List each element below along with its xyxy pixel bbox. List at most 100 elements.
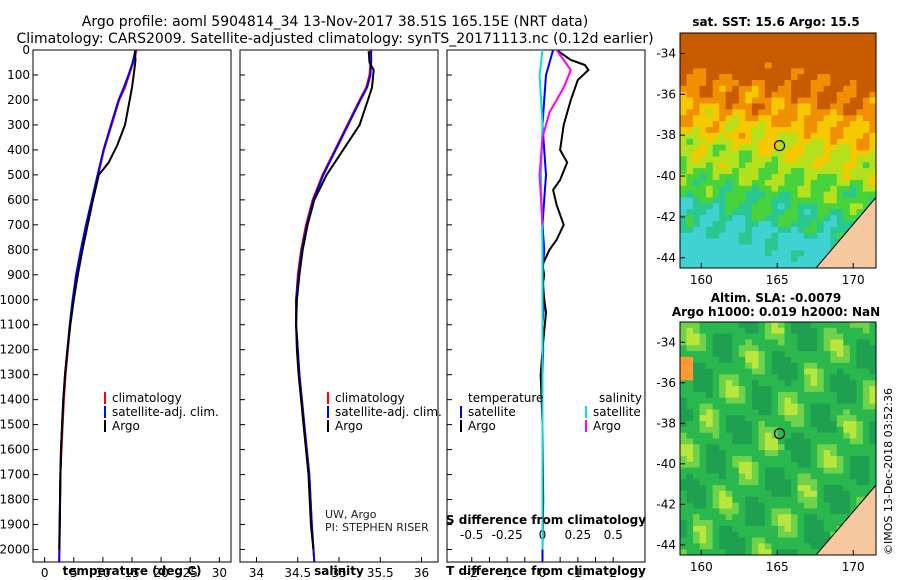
difference-legend: temperature satellite Argo salinity sate… (460, 391, 642, 433)
difference-xlabel2: S difference from climatology (446, 513, 646, 527)
x-tick-label: 5 (70, 566, 78, 580)
salinity-xlabel: salinity (314, 564, 364, 578)
x-tick-label: 2 (609, 566, 617, 580)
x-tick-label: 0 (41, 566, 49, 580)
legend-title-temperature: temperature (468, 391, 543, 405)
map-x-tick-label: 160 (690, 560, 713, 574)
legend-swatch-s-argo (585, 420, 587, 432)
legend-label-climatology: climatology (112, 391, 182, 405)
y-tick-label: 1500 (0, 418, 30, 432)
temperature-xlabel: temperature (deg C) (63, 564, 202, 578)
x-tick-label: 34 (249, 566, 264, 580)
temperature-panel-frame (32, 49, 232, 563)
map-x-tick-label: 160 (690, 273, 713, 287)
map-frame (679, 321, 877, 556)
y-tick-label: 1200 (0, 343, 30, 357)
map-y-tick-label: -44 (656, 538, 676, 552)
y-tick-label: 2000 (0, 543, 30, 557)
legend-swatch-satellite (327, 406, 329, 418)
x-tick-label: 10 (95, 566, 110, 580)
series-line-salinity-satellite (538, 49, 544, 550)
y-tick-label: 700 (7, 218, 30, 232)
x-tick-label: -2 (466, 566, 478, 580)
s-tick-label: 0.5 (604, 528, 623, 542)
x-tick-label: 35.5 (367, 566, 394, 580)
series-line-satellite-adj-clim- (295, 50, 373, 563)
argo-location-marker (773, 428, 786, 440)
y-tick-label: 500 (7, 168, 30, 182)
x-tick-label: 36 (414, 566, 429, 580)
s-tick-label: -0.25 (492, 528, 523, 542)
x-tick-label: 1 (574, 566, 582, 580)
sst-map-title: sat. SST: 15.6 Argo: 15.5 (692, 15, 859, 29)
header-line1: Argo profile: aoml 5904814_34 13-Nov-201… (82, 14, 588, 30)
legend-label-climatology: climatology (335, 391, 405, 405)
x-tick-label: -1 (501, 566, 513, 580)
s-tick-label: -0.5 (460, 528, 483, 542)
map-y-tick-label: -42 (656, 210, 676, 224)
argo-location-marker (773, 139, 786, 152)
salinity-legend: climatology satellite-adj. clim. Argo (327, 391, 442, 433)
legend-swatch-climatology (104, 392, 106, 404)
salinity-panel: 34 34.5 35 35.5 36 (240, 49, 429, 580)
legend-label-argo: Argo (335, 419, 363, 433)
map-x-tick-label: 170 (842, 273, 865, 287)
timestamp-stamp: ©IMOS 13-Dec-2018 03:52:36 (882, 388, 895, 555)
y-tick-label: 600 (7, 193, 30, 207)
x-tick-label: 25 (183, 566, 198, 580)
map-y-tick-label: -34 (656, 335, 676, 349)
y-tick-label: 0 (22, 43, 30, 57)
land-area (815, 484, 876, 555)
map-x-tick-label: 165 (766, 273, 789, 287)
land-area (815, 196, 876, 268)
legend-label-s-argo: Argo (593, 419, 621, 433)
map-y-tick-label: -42 (656, 497, 676, 511)
difference-xlabel: T difference from climatology (446, 564, 646, 578)
sla-map-subtitle: Argo h1000: 0.019 h2000: NaN (672, 305, 880, 319)
map-y-tick-label: -34 (656, 46, 676, 60)
map-x-tick-label: 165 (766, 560, 789, 574)
legend-swatch-satellite (104, 406, 106, 418)
credit-line1: UW, Argo (325, 508, 377, 521)
y-tick-label: 1700 (0, 468, 30, 482)
y-tick-label: 300 (7, 118, 30, 132)
map-y-tick-label: -38 (656, 416, 676, 430)
series-line-argo (295, 51, 375, 550)
y-tick-label: 1100 (0, 318, 30, 332)
sla-map: -34 -36 -38 -40 -42 -44 160 165 170 (656, 321, 877, 574)
y-tick-label: 800 (7, 243, 30, 257)
s-tick-label: 0.25 (564, 528, 591, 542)
y-tick-label: 1600 (0, 443, 30, 457)
y-tick-label: 1300 (0, 368, 30, 382)
legend-label-satellite: satellite-adj. clim. (112, 405, 219, 419)
legend-swatch-climatology (327, 392, 329, 404)
y-tick-label: 1900 (0, 518, 30, 532)
sla-map-title: Altim. SLA: -0.0079 (711, 291, 842, 305)
legend-label-t-satellite: satellite (468, 405, 516, 419)
series-line-temperature-argo (539, 49, 590, 550)
x-tick-label: 35 (331, 566, 346, 580)
legend-label-argo: Argo (112, 419, 140, 433)
legend-swatch-s-satellite (585, 406, 587, 418)
series-line-argo (58, 51, 137, 550)
legend-label-satellite: satellite-adj. clim. (335, 405, 442, 419)
legend-label-s-satellite: satellite (593, 405, 641, 419)
credit-line2: PI: STEPHEN RISER (325, 521, 429, 534)
map-frame (679, 32, 877, 269)
map-x-tick-label: 170 (842, 560, 865, 574)
y-tick-label: 1400 (0, 393, 30, 407)
series-line-temperature-satellite (541, 49, 555, 562)
x-tick-label: 34.5 (284, 566, 311, 580)
y-tick-label: 900 (7, 268, 30, 282)
legend-swatch-argo (104, 420, 106, 432)
map-y-tick-label: -44 (656, 251, 676, 265)
header-line2: Climatology: CARS2009. Satellite-adjuste… (16, 31, 653, 47)
difference-panel: -2 -1 0 1 2-0.5 -0.25 0 0.25 0.5 (447, 49, 623, 580)
legend-title-salinity: salinity (599, 391, 642, 405)
y-tick-label: 100 (7, 68, 30, 82)
legend-swatch-t-argo (460, 420, 462, 432)
y-tick-label: 400 (7, 143, 30, 157)
x-tick-label: 15 (124, 566, 139, 580)
map-y-tick-label: -36 (656, 87, 676, 101)
